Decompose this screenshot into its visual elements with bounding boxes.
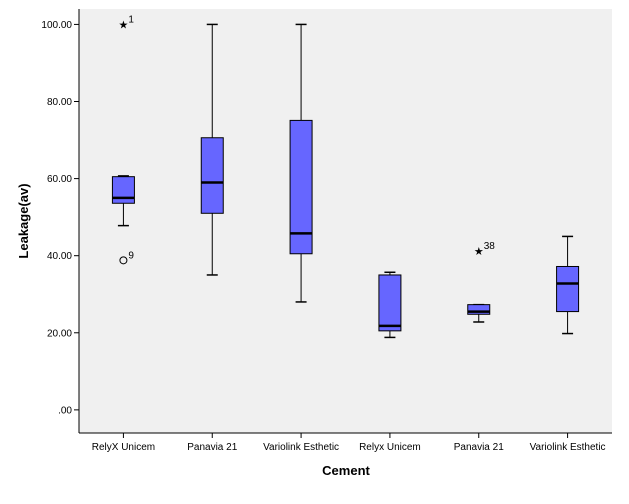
x-tick-label: Variolink Esthetic xyxy=(530,442,606,453)
outlier-label: 1 xyxy=(128,14,134,25)
box-group xyxy=(289,23,313,303)
box-group: ★ 38 xyxy=(467,241,496,323)
x-tick-label: Panavia 21 xyxy=(454,442,504,453)
box xyxy=(556,265,580,313)
y-tick-label: 100.00 xyxy=(41,20,72,31)
box-group: 9 ★ 1 xyxy=(111,14,135,265)
outlier-star: ★ xyxy=(118,18,128,31)
x-axis-title: Cement xyxy=(322,463,370,478)
y-tick-label: 60.00 xyxy=(47,174,72,185)
box xyxy=(289,119,313,255)
y-axis-title: Leakage(av) xyxy=(16,183,31,258)
outlier-circle xyxy=(119,256,128,265)
outlier-star: ★ xyxy=(474,245,484,258)
box xyxy=(467,304,491,315)
box-group xyxy=(378,271,402,339)
x-tick-label: RelyX Unicem xyxy=(92,442,155,453)
outlier-label: 9 xyxy=(128,250,134,261)
y-tick-label: 20.00 xyxy=(47,328,72,339)
x-tick-label: Relyx Unicem xyxy=(359,442,421,453)
plot-area xyxy=(79,9,612,433)
y-tick-label: 40.00 xyxy=(47,251,72,262)
y-tick-label: .00 xyxy=(58,405,72,416)
outlier-label: 38 xyxy=(484,241,496,252)
y-tick-label: 80.00 xyxy=(47,97,72,108)
x-tick-label: Variolink Esthetic xyxy=(263,442,339,453)
x-tick-label: Panavia 21 xyxy=(187,442,237,453)
box-group xyxy=(556,235,580,335)
box-group xyxy=(200,23,224,276)
box xyxy=(200,137,224,214)
box xyxy=(378,274,402,332)
box xyxy=(111,176,135,204)
